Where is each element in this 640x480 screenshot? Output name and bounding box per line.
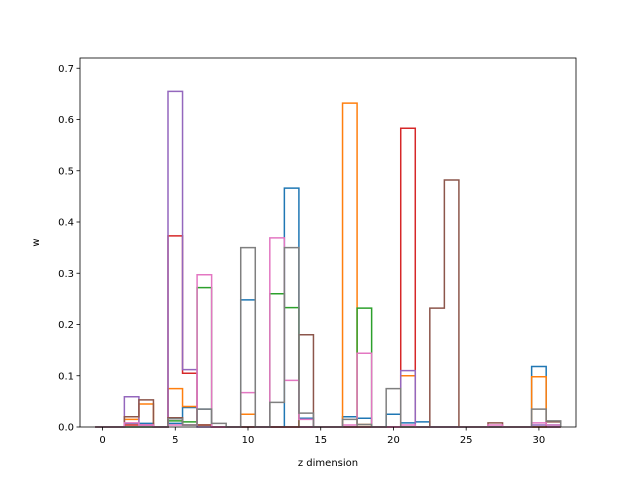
histogram-bin (532, 367, 547, 427)
series-step-line (95, 187, 562, 428)
y-tick-label: 0.3 (58, 269, 74, 280)
histogram-bin (168, 91, 183, 427)
y-tick-label: 0.0 (58, 423, 74, 434)
histogram-bin (430, 308, 445, 427)
histogram-bin (284, 380, 299, 427)
y-tick-label: 0.7 (58, 64, 74, 75)
histogram-bin (183, 373, 198, 427)
series-layer (95, 90, 562, 428)
y-tick-label: 0.1 (58, 371, 74, 382)
histogram-bin (386, 389, 401, 427)
plot-frame (79, 57, 577, 428)
histogram-bin (401, 128, 416, 427)
y-tick-label: 0.6 (58, 115, 74, 126)
series-2 (95, 286, 561, 428)
histogram-bin (284, 308, 299, 427)
histogram-bin (270, 402, 285, 427)
x-tick-label: 5 (172, 435, 178, 446)
series-7 (95, 246, 562, 428)
y-tick-label: 0.4 (58, 218, 74, 229)
series-step-line (95, 179, 562, 428)
x-axis-label: z dimension (298, 458, 358, 469)
x-tick-label: 10 (242, 435, 255, 446)
histogram-bin (183, 408, 198, 427)
y-tick-label: 0.2 (58, 320, 74, 331)
histogram-bin (241, 248, 256, 427)
histogram-bin (299, 413, 314, 427)
histogram-bin (401, 371, 416, 427)
histogram-bin (241, 300, 256, 427)
histogram-bin (357, 353, 372, 427)
histogram-bin (183, 370, 198, 427)
series-6 (95, 237, 562, 428)
series-step-line (95, 286, 561, 428)
histogram-bin (241, 414, 256, 427)
histogram-bin (270, 238, 285, 427)
histogram-bin (444, 180, 459, 427)
histogram-bin (415, 422, 430, 427)
x-tick-label: 20 (387, 435, 400, 446)
histogram-bin (183, 407, 198, 428)
histogram-bin (241, 393, 256, 427)
axes: 0 5 10 15 20 25 30 0.0 0.1 0.2 0.3 0.4 0.5 0.6 0.7 (58, 57, 577, 446)
series-step-line (95, 237, 562, 428)
histogram-bin (270, 294, 285, 427)
x-tick-label: 25 (460, 435, 473, 446)
histogram-bin (168, 236, 183, 427)
series-3 (95, 127, 561, 428)
histogram-bin (343, 419, 358, 427)
series-step-line (95, 246, 562, 428)
x-tick-label: 30 (533, 435, 546, 446)
x-tick-label: 15 (314, 435, 327, 446)
histogram-bin (197, 275, 212, 427)
series-4 (95, 90, 561, 428)
histogram-bin (357, 308, 372, 427)
y-axis-label: w (31, 238, 42, 246)
series-0 (95, 187, 562, 428)
histogram-bin (197, 288, 212, 427)
series-step-line (95, 90, 561, 428)
histogram-bin (299, 419, 314, 427)
y-tick-label: 0.5 (58, 166, 74, 177)
histogram-bin (284, 248, 299, 427)
series-5 (95, 179, 562, 428)
series-1 (95, 102, 561, 428)
x-tick-label: 0 (99, 435, 105, 446)
histogram-bin (343, 103, 358, 427)
histogram-bin (532, 377, 547, 427)
histogram-bin (401, 376, 416, 427)
histogram-bin (386, 414, 401, 427)
series-step-line (95, 127, 561, 428)
series-step-line (95, 102, 561, 428)
histogram-bin (357, 418, 372, 427)
